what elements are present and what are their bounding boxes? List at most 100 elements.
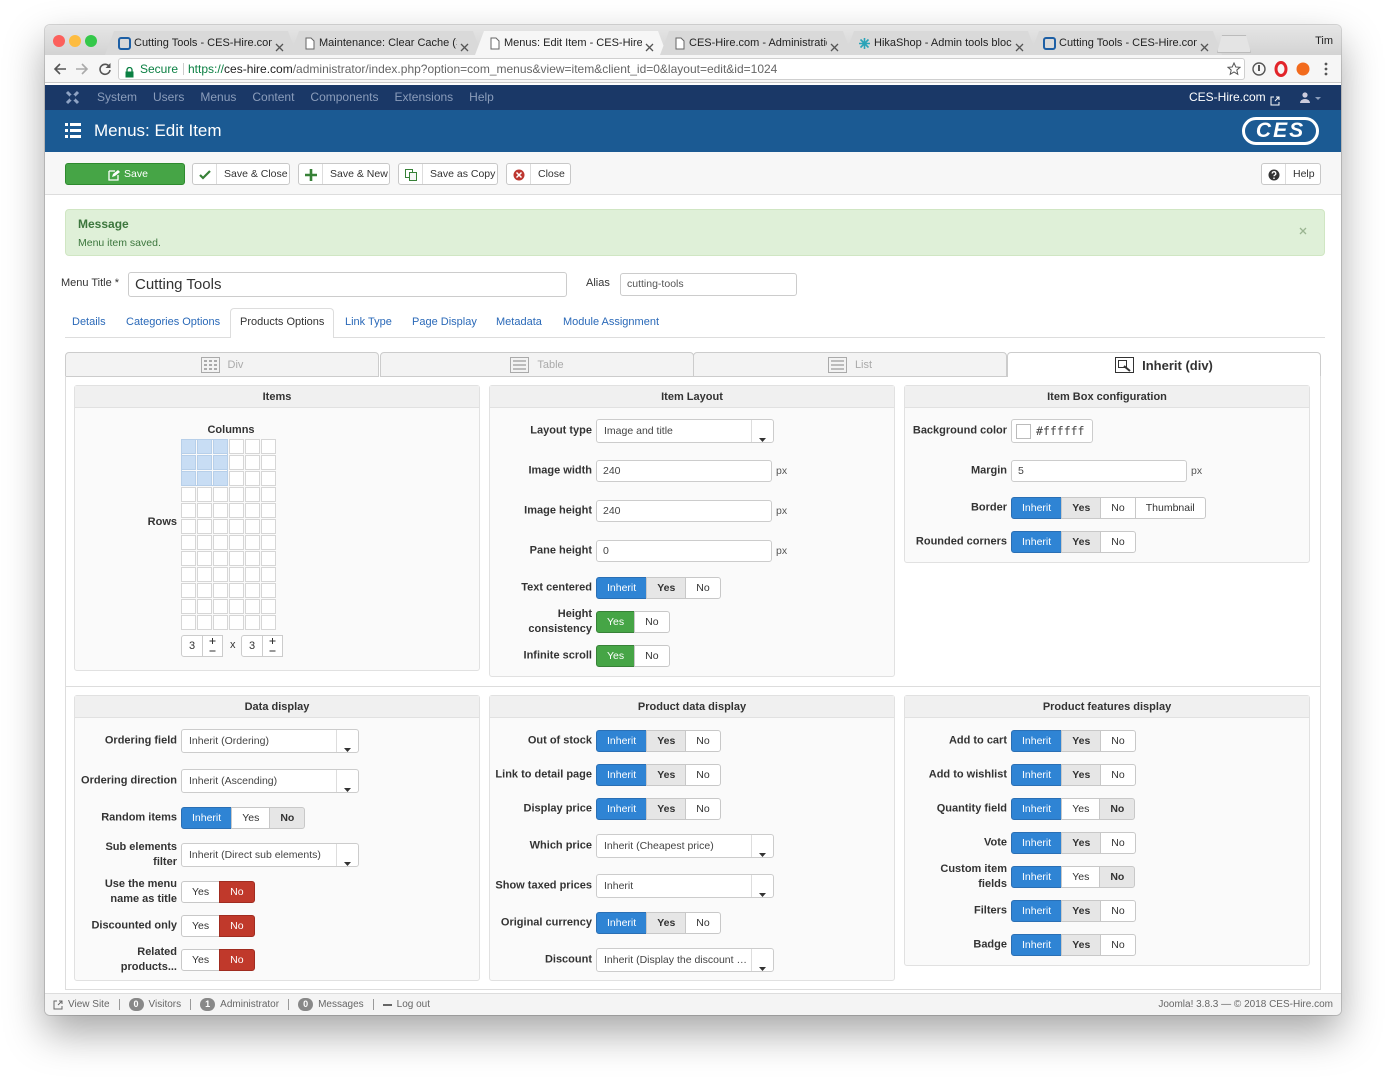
select[interactable]: Inherit (Cheapest price) [596,834,774,858]
site-link[interactable]: CES-Hire.com [1189,90,1266,104]
size-spinner[interactable] [202,635,223,657]
grid-cell[interactable] [197,583,212,598]
toggle-option[interactable]: No [1099,798,1136,820]
tab-close[interactable] [645,39,654,52]
grid-cell[interactable] [229,439,244,454]
toggle-option[interactable]: No [685,912,721,934]
toggle-option[interactable]: Yes [646,798,687,820]
grid-cell[interactable] [197,567,212,582]
select[interactable]: Inherit [596,874,774,898]
toggle-option[interactable]: Yes [181,915,221,937]
toggle-option[interactable]: No [269,807,306,829]
admin-menu-item[interactable]: Help [469,90,494,104]
grid-cell[interactable] [213,615,228,630]
grid-cell[interactable] [181,519,196,534]
select[interactable]: Inherit (Display the discount … [596,948,774,972]
grid-cell[interactable] [261,519,276,534]
grid-cell[interactable] [181,551,196,566]
grid-cell[interactable] [245,503,260,518]
toggle-option[interactable]: Yes [1061,866,1101,888]
grid-cell[interactable] [213,503,228,518]
tab-close[interactable] [1015,39,1024,52]
toggle-option[interactable]: Yes [646,912,687,934]
grid-cell[interactable] [213,583,228,598]
layout-tab[interactable]: Table [380,352,694,377]
select[interactable]: Inherit (Ordering) [181,729,359,753]
grid-cell[interactable] [181,487,196,502]
grid-cell[interactable] [245,439,260,454]
toggle-option[interactable]: No [685,730,721,752]
grid-cell[interactable] [197,519,212,534]
toggle-selected[interactable]: Inherit [596,730,648,752]
toggle-option[interactable]: Yes [1061,900,1102,922]
toggle-option[interactable]: No [1099,866,1136,888]
grid-cell[interactable] [245,599,260,614]
grid-cell[interactable] [197,599,212,614]
omnibox[interactable]: Secure https://ces-hire.com/administrator… [118,58,1245,80]
toggle-option[interactable]: No [1100,832,1136,854]
toggle-selected[interactable]: Inherit [1011,934,1063,956]
grid-cell[interactable] [245,535,260,550]
grid-cell[interactable] [213,599,228,614]
toggle-selected[interactable]: Inherit [181,807,233,829]
text-input[interactable]: 5 [1011,460,1187,482]
grid-cell-selected[interactable] [197,455,212,470]
footer-link[interactable]: View Site [68,999,110,1010]
toggle-selected[interactable]: Inherit [1011,832,1063,854]
reload-button[interactable] [98,62,112,76]
grid-cell[interactable] [245,455,260,470]
minimize-light[interactable] [69,35,81,47]
toggle-selected[interactable]: No [219,915,255,937]
grid-cell[interactable] [261,599,276,614]
title-input[interactable]: Cutting Tools [128,272,567,297]
size-input[interactable]: 3 [241,635,263,657]
footer-link[interactable]: Log out [396,999,431,1010]
toggle-option[interactable]: Yes [181,881,221,903]
grid-cell[interactable] [229,519,244,534]
toggle-selected[interactable]: Inherit [1011,531,1063,553]
text-input[interactable]: 240 [596,460,772,482]
toolbar-button[interactable]: Save & Close [192,163,290,185]
toggle-selected[interactable]: Inherit [596,798,648,820]
text-input[interactable]: 240 [596,500,772,522]
grid-cell[interactable] [245,487,260,502]
toggle-selected[interactable]: Inherit [1011,900,1063,922]
select[interactable]: Inherit (Ascending) [181,769,359,793]
tab[interactable]: Module Assignment [563,316,659,328]
grid-cell[interactable] [181,615,196,630]
grid-cell[interactable] [197,551,212,566]
grid-cell[interactable] [261,583,276,598]
toggle-option[interactable]: Yes [1061,531,1102,553]
admin-menu-item[interactable]: Extensions [394,90,454,104]
toggle-selected[interactable]: Inherit [1011,764,1063,786]
close-light[interactable] [53,35,65,47]
size-spinner[interactable] [262,635,283,657]
toggle-option[interactable]: No [1100,497,1136,519]
grid-cell[interactable] [245,615,260,630]
toggle-option[interactable]: No [1100,764,1136,786]
toggle-option[interactable]: Yes [181,949,221,971]
browser-tab[interactable]: Cutting Tools - CES-Hire.com [105,31,297,55]
grid-cell[interactable] [181,503,196,518]
toggle-option[interactable]: No [685,764,721,786]
layout-tab[interactable]: List [693,352,1007,377]
grid-cell[interactable] [197,615,212,630]
toggle-option[interactable]: Yes [1061,764,1102,786]
toggle-selected[interactable]: Inherit [1011,497,1063,519]
tab[interactable]: Page Display [412,316,477,328]
grid-cell[interactable] [245,471,260,486]
forward-button[interactable] [75,62,89,76]
toolbar-button[interactable]: Save [65,163,185,185]
toggle-option[interactable]: No [634,611,670,633]
grid-cell[interactable] [261,551,276,566]
tab[interactable]: Metadata [496,316,542,328]
admin-menu-item[interactable]: Content [252,90,295,104]
grid-cell[interactable] [213,519,228,534]
tab-close[interactable] [460,39,469,52]
browser-tab[interactable]: Menus: Edit Item - CES-Hire.c [475,31,667,55]
grid-cell[interactable] [229,455,244,470]
extension-icons[interactable] [1251,61,1337,77]
grid-cell[interactable] [229,599,244,614]
grid-cell[interactable] [229,535,244,550]
toggle-selected[interactable]: Yes [596,645,636,667]
